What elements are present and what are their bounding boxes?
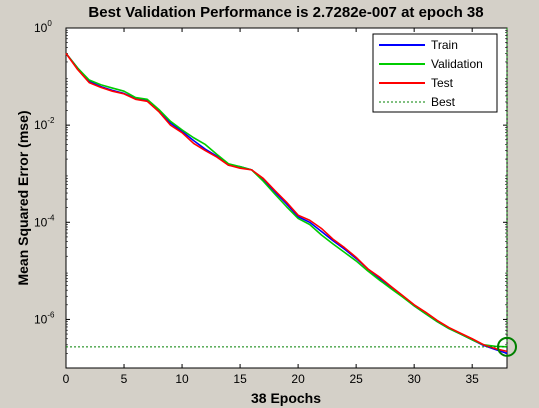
x-tick-label: 30 bbox=[407, 372, 421, 386]
best-point-circle bbox=[497, 336, 517, 357]
x-tick-label: 5 bbox=[121, 372, 128, 386]
series-lines bbox=[65, 52, 508, 355]
x-tick-label: 0 bbox=[63, 372, 70, 386]
chart-title: Best Validation Performance is 2.7282e-0… bbox=[88, 4, 483, 21]
series-line-validation bbox=[65, 52, 508, 348]
y-tick-label: 100 bbox=[34, 19, 52, 35]
x-tick-label: 20 bbox=[291, 372, 305, 386]
axis-ticks: 0 5 10 15 20 25 30 35 100 10-2 10-4 10-6 bbox=[34, 19, 507, 386]
legend: Train Validation Test Best bbox=[372, 33, 498, 113]
legend-label-validation: Validation bbox=[431, 57, 483, 71]
y-tick-label: 10-4 bbox=[34, 213, 55, 229]
x-tick-label: 10 bbox=[175, 372, 189, 386]
legend-label-best: Best bbox=[431, 95, 456, 109]
best-marker bbox=[66, 28, 517, 357]
x-axis-label: 38 Epochs bbox=[251, 390, 321, 406]
x-tick-label: 15 bbox=[233, 372, 247, 386]
legend-box bbox=[372, 33, 498, 113]
series-line-test bbox=[65, 52, 508, 353]
y-axis-label: Mean Squared Error (mse) bbox=[15, 110, 31, 285]
legend-label-test: Test bbox=[431, 76, 454, 90]
x-tick-label: 25 bbox=[349, 372, 363, 386]
y-tick-label: 10-6 bbox=[34, 310, 55, 326]
y-tick-label: 10-2 bbox=[34, 116, 55, 132]
legend-label-train: Train bbox=[431, 38, 458, 52]
x-tick-label: 35 bbox=[466, 372, 480, 386]
